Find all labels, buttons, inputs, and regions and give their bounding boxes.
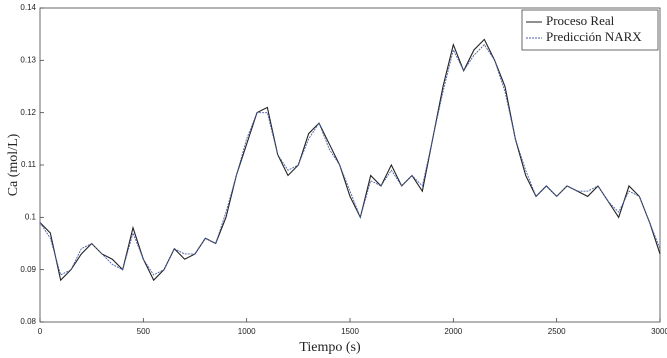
- y-tick-label: 0.14: [20, 3, 36, 12]
- y-tick-label: 0.08: [20, 317, 36, 326]
- y-tick-label: 0.11: [21, 160, 37, 169]
- legend-label: Predicción NARX: [546, 29, 642, 44]
- y-tick-label: 0.13: [20, 55, 36, 64]
- y-tick-label: 0.1: [25, 212, 37, 221]
- line-series: [39, 43, 661, 276]
- y-axis-label: Ca (mol/L): [6, 133, 21, 196]
- x-tick-label: 1500: [341, 327, 359, 336]
- x-tick-label: 2000: [444, 327, 462, 336]
- y-tick-label: 0.12: [20, 108, 36, 117]
- x-tick-label: 500: [137, 327, 151, 336]
- y-tick-label: 0.09: [20, 265, 36, 274]
- legend-label: Proceso Real: [546, 13, 615, 28]
- x-tick-label: 3000: [651, 327, 667, 336]
- x-tick-label: 0: [38, 327, 43, 336]
- x-axis-label: Tiempo (s): [299, 340, 361, 355]
- x-tick-label: 1000: [238, 327, 256, 336]
- legend-box: [521, 9, 659, 51]
- plot-area: [39, 7, 661, 323]
- x-tick-label: 2500: [548, 327, 566, 336]
